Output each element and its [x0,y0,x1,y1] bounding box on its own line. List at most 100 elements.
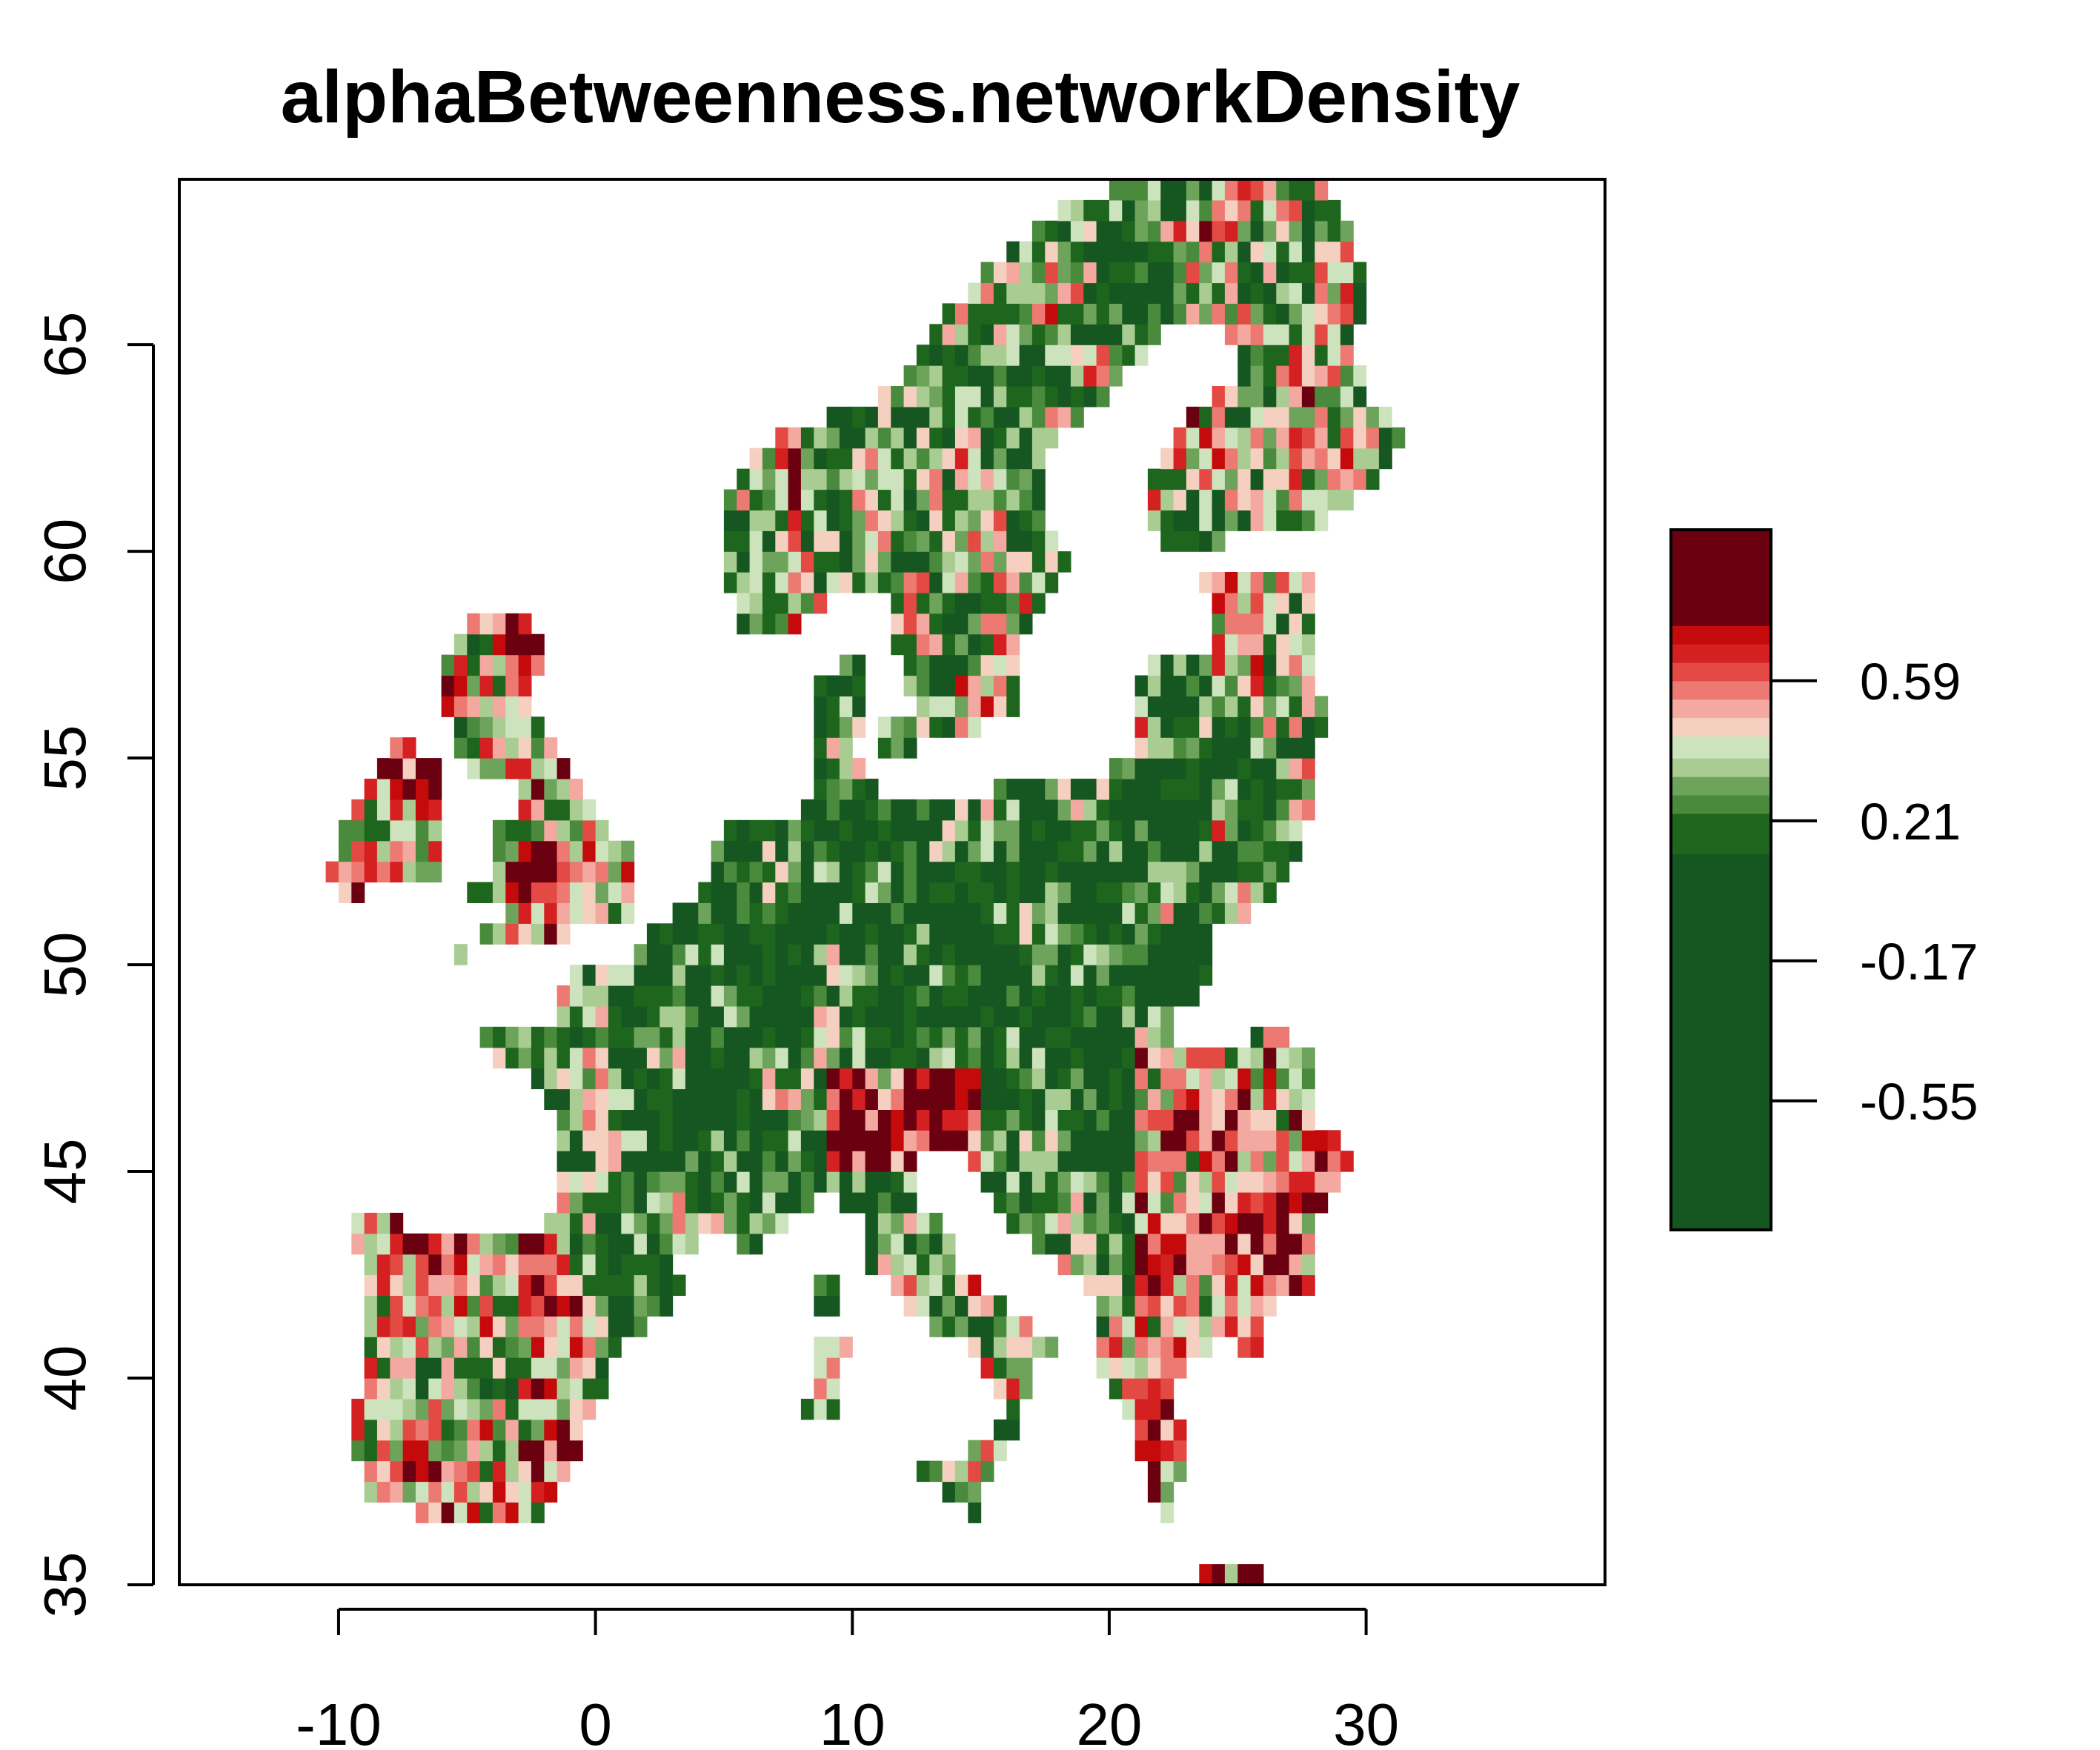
raster-cell [1122,345,1136,366]
raster-cell [814,758,828,779]
raster-cell [415,1316,429,1337]
raster-cell [569,1088,583,1110]
raster-cell [376,1378,391,1400]
raster-cell [1109,758,1123,779]
raster-cell [1122,758,1136,779]
raster-cell [467,1316,481,1337]
raster-cell [1289,696,1303,717]
raster-cell [479,758,494,779]
raster-cell [891,551,905,573]
raster-cell [621,1088,635,1110]
raster-cell [980,1337,994,1358]
raster-cell [1031,262,1046,284]
raster-cell [1212,633,1226,656]
raster-cell [1057,282,1071,304]
raster-cell [749,902,763,924]
raster-cell [942,633,956,656]
raster-cell [1147,923,1161,945]
raster-cell [711,1088,725,1110]
raster-cell [1045,882,1059,903]
raster-cell [749,840,763,862]
raster-cell [1096,386,1110,407]
raster-cell [1289,840,1303,862]
raster-cell [865,1254,879,1276]
raster-cell [762,572,776,593]
raster-cell [1160,179,1174,201]
raster-cell [659,1047,674,1069]
raster-cell [1134,1171,1149,1193]
raster-cell [1160,1481,1174,1503]
raster-cell [1173,1233,1187,1255]
raster-cell [467,654,481,676]
y-tick-label: 40 [32,1345,98,1411]
raster-cell [1263,1212,1277,1234]
raster-cell [800,1026,814,1048]
raster-cell [1147,1109,1161,1131]
raster-cell [1289,1192,1303,1214]
raster-cell [788,613,802,635]
raster-cell [544,1088,558,1110]
raster-cell [1276,1171,1290,1193]
raster-cell [492,1378,506,1400]
raster-cell [1173,1068,1187,1090]
raster-cell [775,613,789,635]
raster-cell [1212,1233,1226,1255]
raster-cell [865,1026,879,1048]
raster-cell [1019,1378,1033,1400]
raster-cell [608,1088,622,1110]
raster-cell [608,1212,622,1234]
raster-cell [1031,1088,1046,1110]
raster-cell [1109,1171,1123,1193]
raster-cell [634,1274,648,1296]
raster-cell [1147,1005,1161,1028]
raster-cell [1237,592,1252,614]
raster-cell [582,1337,597,1358]
raster-cell [1070,303,1084,325]
raster-cell [749,572,763,593]
raster-cell [775,510,789,531]
raster-cell [839,779,853,800]
raster-cell [556,1171,571,1193]
raster-cell [1237,1337,1252,1358]
raster-cell [775,902,789,924]
raster-cell [1096,1212,1110,1234]
raster-cell [916,592,930,614]
raster-cell [351,882,365,903]
raster-cell [865,944,879,965]
raster-cell [968,944,982,965]
raster-cell [415,840,429,862]
raster-cell [1147,944,1161,965]
raster-cell [1250,1233,1264,1255]
raster-cell [390,1274,404,1296]
raster-cell [531,1274,545,1296]
raster-cell [1134,716,1149,738]
raster-cell [877,944,891,965]
raster-cell [492,675,506,696]
raster-cell [659,1026,674,1048]
raster-cell [595,1233,609,1255]
raster-cell [1276,179,1290,201]
raster-cell [646,923,660,945]
raster-cell [723,1151,737,1172]
raster-cell [428,779,442,800]
raster-cell [1173,1171,1187,1193]
raster-cell [569,861,583,883]
raster-cell [954,799,968,821]
raster-cell [993,427,1007,449]
raster-cell [1199,1564,1213,1586]
raster-cell [1315,199,1329,222]
raster-cell [518,1357,532,1379]
raster-cell [929,633,943,656]
raster-cell [1147,1254,1161,1276]
raster-cell [942,1460,956,1483]
raster-cell [518,1419,532,1441]
raster-cell [698,1192,712,1214]
raster-cell [608,1233,622,1255]
raster-cell [1212,427,1226,449]
raster-cell [826,840,840,862]
raster-cell [826,737,840,759]
raster-cell [865,819,879,842]
raster-cell [1263,241,1277,263]
raster-cell [865,861,879,883]
raster-cell [1147,1233,1161,1255]
